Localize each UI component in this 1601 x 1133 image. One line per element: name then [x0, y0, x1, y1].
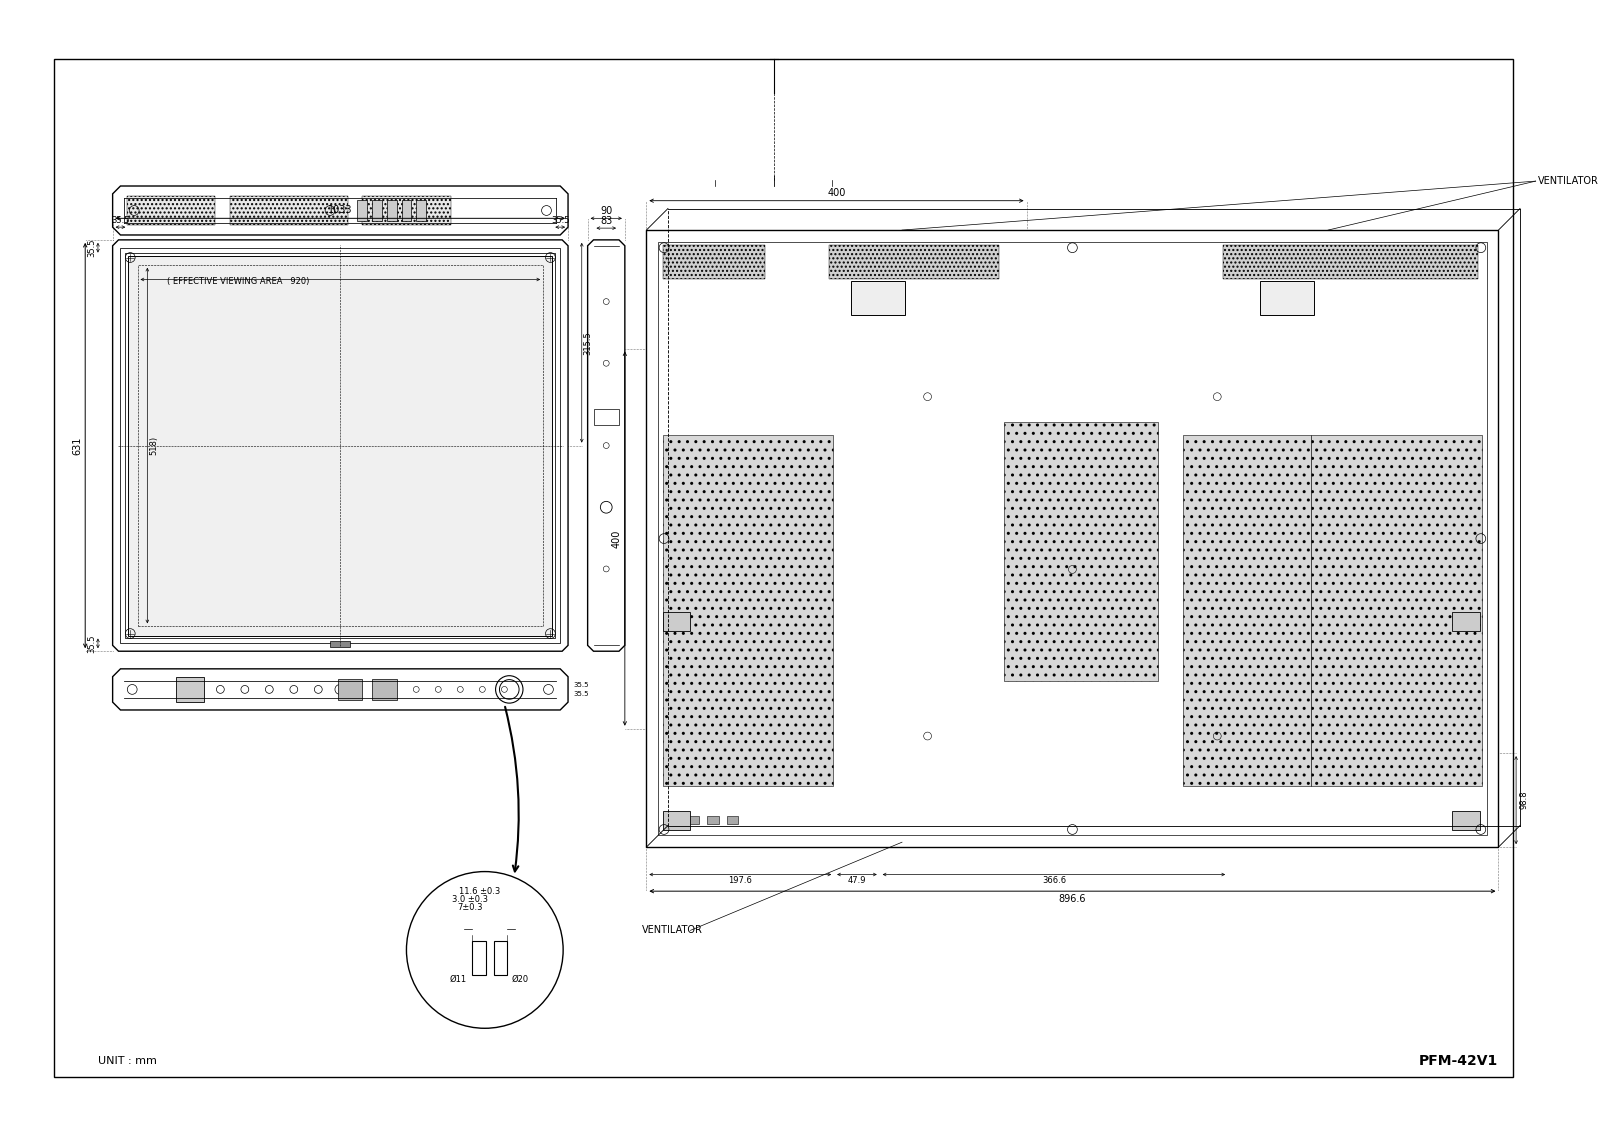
Bar: [128, 256, 552, 636]
Text: 35.5: 35.5: [86, 238, 96, 257]
Bar: [663, 245, 765, 279]
Text: 400: 400: [828, 188, 845, 198]
Bar: [658, 241, 1487, 835]
Bar: [1452, 612, 1479, 631]
Bar: [663, 612, 690, 631]
Bar: [402, 199, 411, 221]
Text: 83: 83: [600, 216, 612, 227]
Bar: [647, 230, 1499, 847]
Text: 35.5: 35.5: [573, 682, 589, 688]
Bar: [708, 816, 719, 824]
Bar: [387, 199, 397, 221]
Bar: [1260, 281, 1314, 315]
Bar: [357, 199, 367, 221]
Text: 35.5: 35.5: [573, 691, 589, 697]
Text: VENTILATOR: VENTILATOR: [642, 926, 703, 936]
Text: 11.6 ±0.3: 11.6 ±0.3: [459, 887, 501, 896]
Text: PFM-42V1: PFM-42V1: [1418, 1054, 1499, 1067]
Text: 1033: 1033: [328, 205, 352, 215]
Bar: [1452, 811, 1479, 830]
Text: 3.0 ±0.3: 3.0 ±0.3: [451, 895, 488, 904]
Text: 35.5: 35.5: [110, 216, 130, 225]
Text: Ø20: Ø20: [511, 974, 528, 983]
Bar: [416, 199, 426, 221]
Text: 366.6: 366.6: [1042, 877, 1066, 886]
Bar: [829, 245, 999, 279]
Text: Ø11: Ø11: [448, 974, 466, 983]
Bar: [128, 196, 216, 225]
Bar: [472, 940, 485, 974]
Bar: [687, 816, 700, 824]
Text: 35.5: 35.5: [551, 216, 570, 225]
Bar: [125, 253, 556, 639]
Text: 518): 518): [149, 436, 158, 455]
Bar: [176, 676, 203, 702]
Text: VENTILATOR: VENTILATOR: [1537, 176, 1598, 186]
Text: UNIT : mm: UNIT : mm: [98, 1056, 157, 1066]
Bar: [362, 196, 450, 225]
Bar: [120, 248, 560, 644]
Bar: [493, 940, 508, 974]
Bar: [231, 196, 347, 225]
Text: 90: 90: [600, 206, 612, 216]
Text: 98.8: 98.8: [1519, 791, 1527, 809]
Circle shape: [407, 871, 564, 1029]
Bar: [663, 435, 834, 786]
Bar: [727, 816, 738, 824]
Text: 47.9: 47.9: [847, 877, 866, 886]
Text: 896.6: 896.6: [1058, 894, 1085, 904]
Bar: [1004, 421, 1158, 681]
Text: 7±0.3: 7±0.3: [458, 903, 484, 912]
Text: 400: 400: [612, 529, 621, 547]
Bar: [138, 265, 543, 627]
Bar: [371, 199, 383, 221]
Text: 197.6: 197.6: [728, 877, 752, 886]
Bar: [594, 409, 620, 425]
Text: 631: 631: [72, 436, 82, 454]
Bar: [1311, 435, 1483, 786]
Bar: [668, 816, 680, 824]
Bar: [338, 679, 362, 700]
Bar: [850, 281, 905, 315]
Bar: [371, 679, 397, 700]
Bar: [1223, 245, 1478, 279]
Bar: [330, 641, 349, 647]
Bar: [663, 811, 690, 830]
Bar: [1183, 435, 1311, 786]
Text: 315.5: 315.5: [584, 331, 592, 355]
Text: ( EFFECTIVE VIEWING AREA   920): ( EFFECTIVE VIEWING AREA 920): [167, 276, 309, 286]
Text: 35.5: 35.5: [86, 634, 96, 653]
